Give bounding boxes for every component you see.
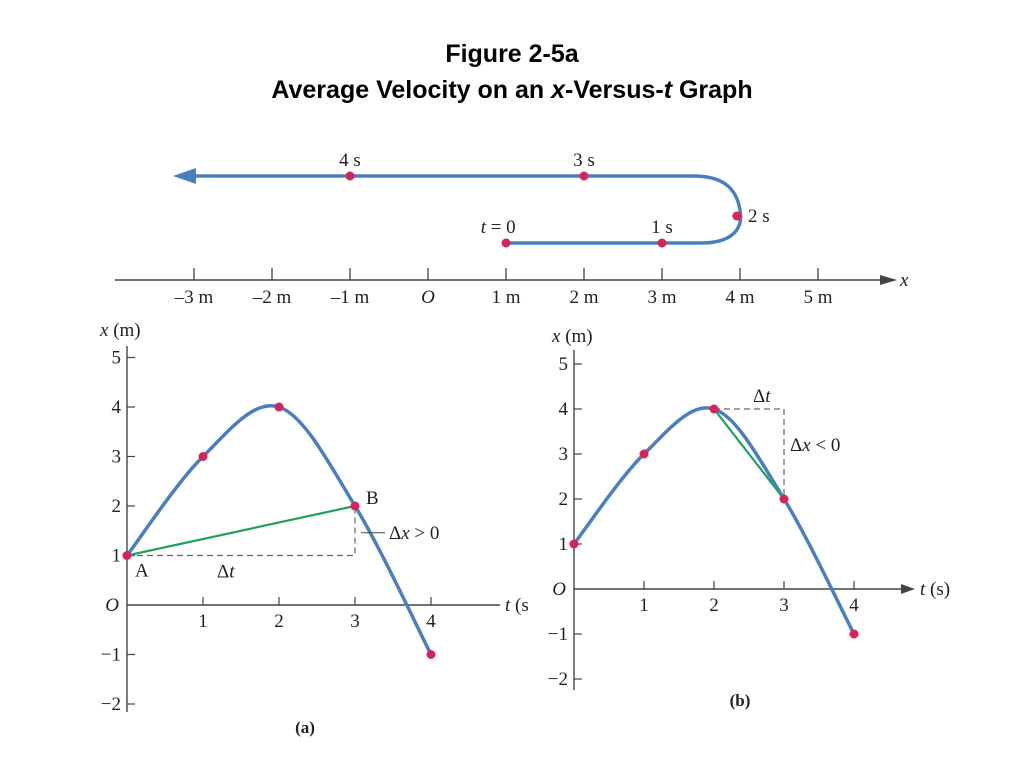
- motion-time-point: [501, 238, 511, 248]
- data-point: [849, 629, 859, 639]
- secant-line: [713, 408, 785, 500]
- y-tick-label: 1: [559, 534, 569, 555]
- position-tick-label: –2 m: [252, 287, 292, 308]
- motion-time-label: 1 s: [651, 217, 673, 238]
- motion-time-label: 3 s: [573, 150, 595, 171]
- y-tick-label: −2: [548, 669, 568, 690]
- figure-title-mid: -Versus-: [565, 76, 664, 104]
- origin-label: O: [105, 595, 119, 616]
- data-point: [274, 402, 284, 412]
- x-tick-label: 4: [426, 611, 436, 632]
- delta-guide: [714, 408, 785, 499]
- motion-time-label: t = 0: [481, 217, 516, 238]
- origin-label: O: [552, 579, 566, 600]
- x-tick-label: 2: [274, 611, 284, 632]
- data-point: [426, 650, 436, 659]
- x-tick-label: 1: [639, 595, 649, 616]
- figure-number: Figure 2-5a: [445, 40, 579, 68]
- point-b-label: B: [366, 488, 379, 509]
- motion-path-arrowhead: [173, 168, 196, 184]
- position-tick-label: O: [421, 287, 435, 308]
- position-axis-arrow: [880, 275, 897, 285]
- x-tick-label: 1: [198, 611, 208, 632]
- delta-guide: [127, 506, 356, 557]
- figure-title-post: Graph: [672, 76, 753, 104]
- x-tick-label: 4: [849, 595, 859, 616]
- y-tick-label: 5: [559, 354, 569, 375]
- y-tick-label: −2: [101, 694, 121, 715]
- figure-title-pre: Average Velocity on an: [271, 76, 552, 104]
- y-axis-label: x (m): [551, 326, 593, 347]
- data-point: [779, 494, 789, 504]
- y-tick-label: 5: [112, 348, 122, 369]
- motion-path: [190, 174, 743, 245]
- delta-x-label: Δx > 0: [389, 523, 439, 544]
- motion-time-point: [345, 171, 355, 181]
- position-tick-label: 5 m: [803, 287, 832, 308]
- delta-t-label: Δt: [217, 562, 235, 583]
- point-a-label: A: [135, 561, 149, 582]
- position-tick-label: 1 m: [491, 287, 520, 308]
- figure-title-t: t: [663, 76, 673, 104]
- position-tick-label: 2 m: [569, 287, 598, 308]
- figure-title: Average Velocity on an x-Versus-t Graph: [0, 76, 1024, 105]
- position-axis-label: x: [899, 270, 909, 291]
- graph-a: x (m) t (s O 5 4 3 2 1 −1 −2 1 2 3 4 A B Δt Δx > 0 (a): [99, 320, 529, 737]
- data-point: [122, 551, 132, 560]
- motion-diagram: x –3 m –2 m –1 m O 1 m 2 m 3 m 4 m 5 m t = 0 1 s 2 s…: [115, 150, 909, 308]
- x-axis-arrow: [901, 584, 915, 594]
- data-point: [639, 449, 649, 459]
- position-tick-label: 4 m: [725, 287, 754, 308]
- secant-line: [126, 504, 356, 557]
- graph-caption: (b): [730, 691, 751, 710]
- graph-caption: (a): [295, 718, 315, 737]
- data-point: [569, 539, 579, 549]
- x-tick-label: 3: [779, 595, 789, 616]
- motion-time-label: 4 s: [339, 150, 361, 171]
- y-tick-label: 2: [559, 489, 569, 510]
- delta-x-label: Δx < 0: [790, 435, 840, 456]
- y-tick-label: −1: [548, 624, 568, 645]
- x-axis-label: t (s): [920, 579, 950, 600]
- x-tick-label: 2: [709, 595, 719, 616]
- delta-t-label: Δt: [753, 386, 771, 407]
- y-tick-label: 2: [112, 496, 122, 517]
- y-tick-label: 3: [112, 447, 122, 468]
- x-axis-label: t (s: [505, 595, 529, 616]
- y-tick-label: 1: [112, 546, 122, 567]
- y-tick-label: −1: [101, 645, 121, 666]
- y-tick-label: 4: [559, 399, 569, 420]
- data-point: [350, 501, 360, 511]
- y-tick-label: 3: [559, 444, 569, 465]
- x-tick-label: 3: [350, 611, 360, 632]
- figure-title-x: x: [551, 76, 566, 104]
- motion-time-label: 2 s: [748, 206, 770, 227]
- motion-time-point: [657, 238, 667, 248]
- data-point: [198, 452, 208, 461]
- position-tick-label: 3 m: [647, 287, 676, 308]
- data-point: [709, 404, 719, 414]
- graph-b: x (m) t (s) O 5 4 3 2 1 −1 −2 1 2 3 4 Δt Δx < 0 (b): [548, 326, 950, 710]
- position-tick-label: –1 m: [330, 287, 370, 308]
- position-tick-label: –3 m: [174, 287, 214, 308]
- motion-time-point: [579, 171, 589, 181]
- motion-time-point: [732, 211, 742, 221]
- y-axis-label: x (m): [99, 320, 141, 341]
- y-tick-label: 4: [112, 397, 122, 418]
